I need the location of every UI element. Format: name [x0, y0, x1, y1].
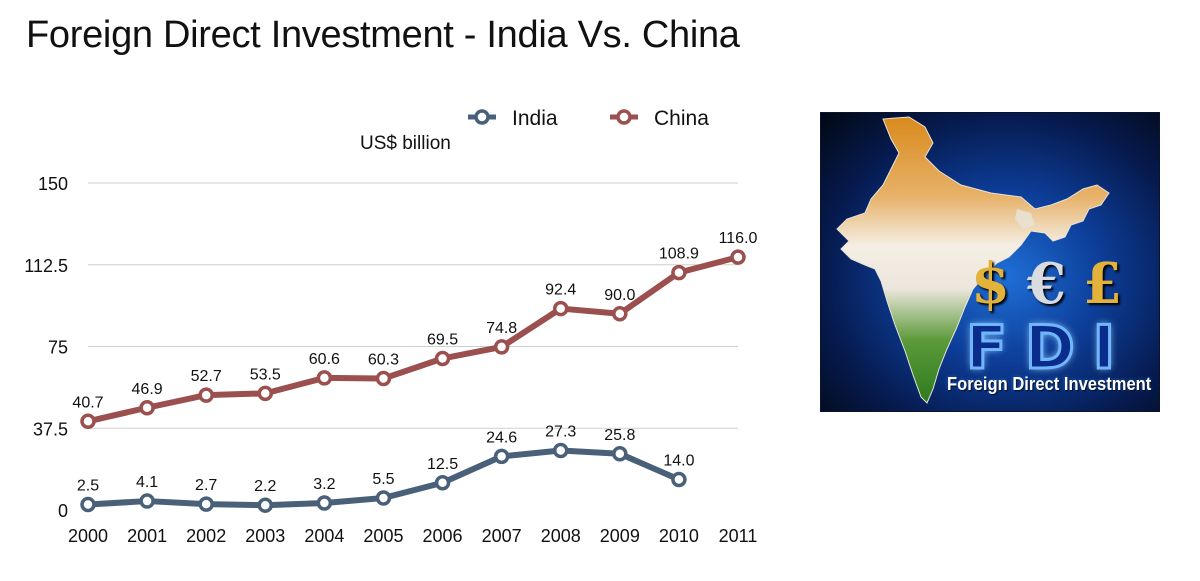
- unit-label: US$ billion: [360, 133, 451, 154]
- data-point: [612, 446, 628, 462]
- x-tick-label: 2000: [68, 526, 108, 546]
- x-tick-label: 2011: [719, 526, 758, 546]
- x-tick-label: 2007: [482, 526, 522, 546]
- legend-marker: [474, 109, 490, 125]
- y-tick-label: 112.5: [24, 256, 68, 276]
- data-label: 12.5: [427, 456, 458, 473]
- data-point: [139, 400, 155, 416]
- data-point: [434, 350, 451, 367]
- y-tick-label: 150: [38, 174, 68, 194]
- data-point: [375, 370, 392, 387]
- data-label: 74.8: [486, 320, 517, 337]
- data-point: [316, 370, 333, 386]
- data-point: [730, 249, 746, 265]
- data-point: [257, 385, 274, 402]
- data-label: 46.9: [132, 381, 163, 398]
- data-point: [198, 496, 214, 512]
- data-label: 27.3: [545, 423, 576, 440]
- data-label: 52.7: [191, 368, 222, 385]
- data-point: [493, 339, 510, 355]
- y-tick-label: 75: [48, 338, 68, 358]
- data-label: 24.6: [486, 429, 517, 446]
- x-axis-ticks: 2000 2001 2002 2003 2004 2005 2006 2007 2008 2009…: [68, 526, 757, 546]
- legend: India China: [468, 107, 709, 130]
- data-label: 25.8: [604, 427, 635, 444]
- y-tick-label: 0: [58, 501, 68, 521]
- series-lines: 2.5 4.1 2.7 2.2 3.2 5.5 12.5 24.6 27.3 25.8 14.0 40…: [72, 230, 758, 513]
- legend-item-china: China: [610, 107, 709, 130]
- legend-item-india: India: [468, 107, 558, 130]
- data-label: 4.1: [136, 474, 158, 491]
- data-point: [671, 471, 687, 488]
- data-point: [671, 264, 687, 281]
- fdi-logo-image: $ € £ FDI Foreign Direct Investment: [820, 112, 1160, 412]
- data-point: [139, 493, 155, 509]
- data-label: 2.5: [77, 478, 99, 495]
- x-tick-label: 2006: [423, 526, 463, 546]
- x-tick-label: 2008: [541, 526, 581, 546]
- legend-marker: [616, 109, 632, 125]
- x-tick-label: 2001: [127, 526, 167, 546]
- data-point: [434, 475, 451, 491]
- data-label: 2.2: [254, 478, 276, 495]
- data-label: 3.2: [313, 476, 335, 493]
- data-label: 5.5: [372, 471, 394, 488]
- data-point: [552, 442, 569, 459]
- series-line: [85, 254, 741, 425]
- x-tick-label: 2010: [659, 526, 699, 546]
- x-tick-label: 2003: [245, 526, 285, 546]
- pound-symbol: £: [1083, 251, 1122, 317]
- data-label: 69.5: [427, 331, 458, 348]
- gridlines: [88, 182, 738, 429]
- fdi-heading: FDI: [964, 312, 1134, 385]
- series-india: 2.5 4.1 2.7 2.2 3.2 5.5 12.5 24.6 27.3 25.8 14.0: [77, 423, 695, 513]
- data-label: 14.0: [663, 452, 694, 469]
- data-label: 60.3: [368, 352, 399, 369]
- data-point: [612, 306, 628, 322]
- data-point: [316, 495, 333, 511]
- euro-symbol: €: [1027, 251, 1066, 317]
- india-map-icon: [836, 116, 1110, 404]
- data-label: 92.4: [545, 282, 576, 299]
- data-point: [80, 413, 96, 430]
- fdi-subtitle: Foreign Direct Investment: [947, 374, 1152, 394]
- x-tick-label: 2009: [600, 526, 640, 546]
- data-label: 108.9: [659, 246, 699, 263]
- data-label: 53.5: [250, 366, 281, 383]
- data-label: 40.7: [72, 394, 103, 411]
- dollar-symbol: $: [971, 251, 1010, 317]
- chart-title: Foreign Direct Investment - India Vs. Ch…: [26, 14, 740, 56]
- data-point: [552, 300, 569, 317]
- x-tick-label: 2005: [363, 526, 403, 546]
- x-tick-label: 2004: [304, 526, 344, 546]
- data-point: [493, 448, 510, 465]
- legend-label: China: [654, 107, 709, 130]
- data-label: 60.6: [309, 351, 340, 368]
- y-tick-label: 37.5: [33, 419, 68, 439]
- data-point: [375, 490, 392, 506]
- data-point: [198, 387, 214, 403]
- line-chart: 0 37.5 75 112.5 150 2000 2001 2002 2003 2004 2005…: [24, 107, 758, 546]
- data-point: [80, 496, 96, 513]
- data-label: 116.0: [719, 230, 758, 247]
- data-point: [257, 497, 274, 513]
- legend-label: India: [512, 107, 558, 130]
- data-label: 2.7: [195, 477, 217, 494]
- series-china: 40.7 46.9 52.7 53.5 60.6 60.3 69.5 74.8 92.4 90.0…: [72, 230, 758, 430]
- y-axis-ticks: 0 37.5 75 112.5 150: [24, 174, 68, 521]
- x-tick-label: 2002: [186, 526, 226, 546]
- data-label: 90.0: [604, 287, 635, 304]
